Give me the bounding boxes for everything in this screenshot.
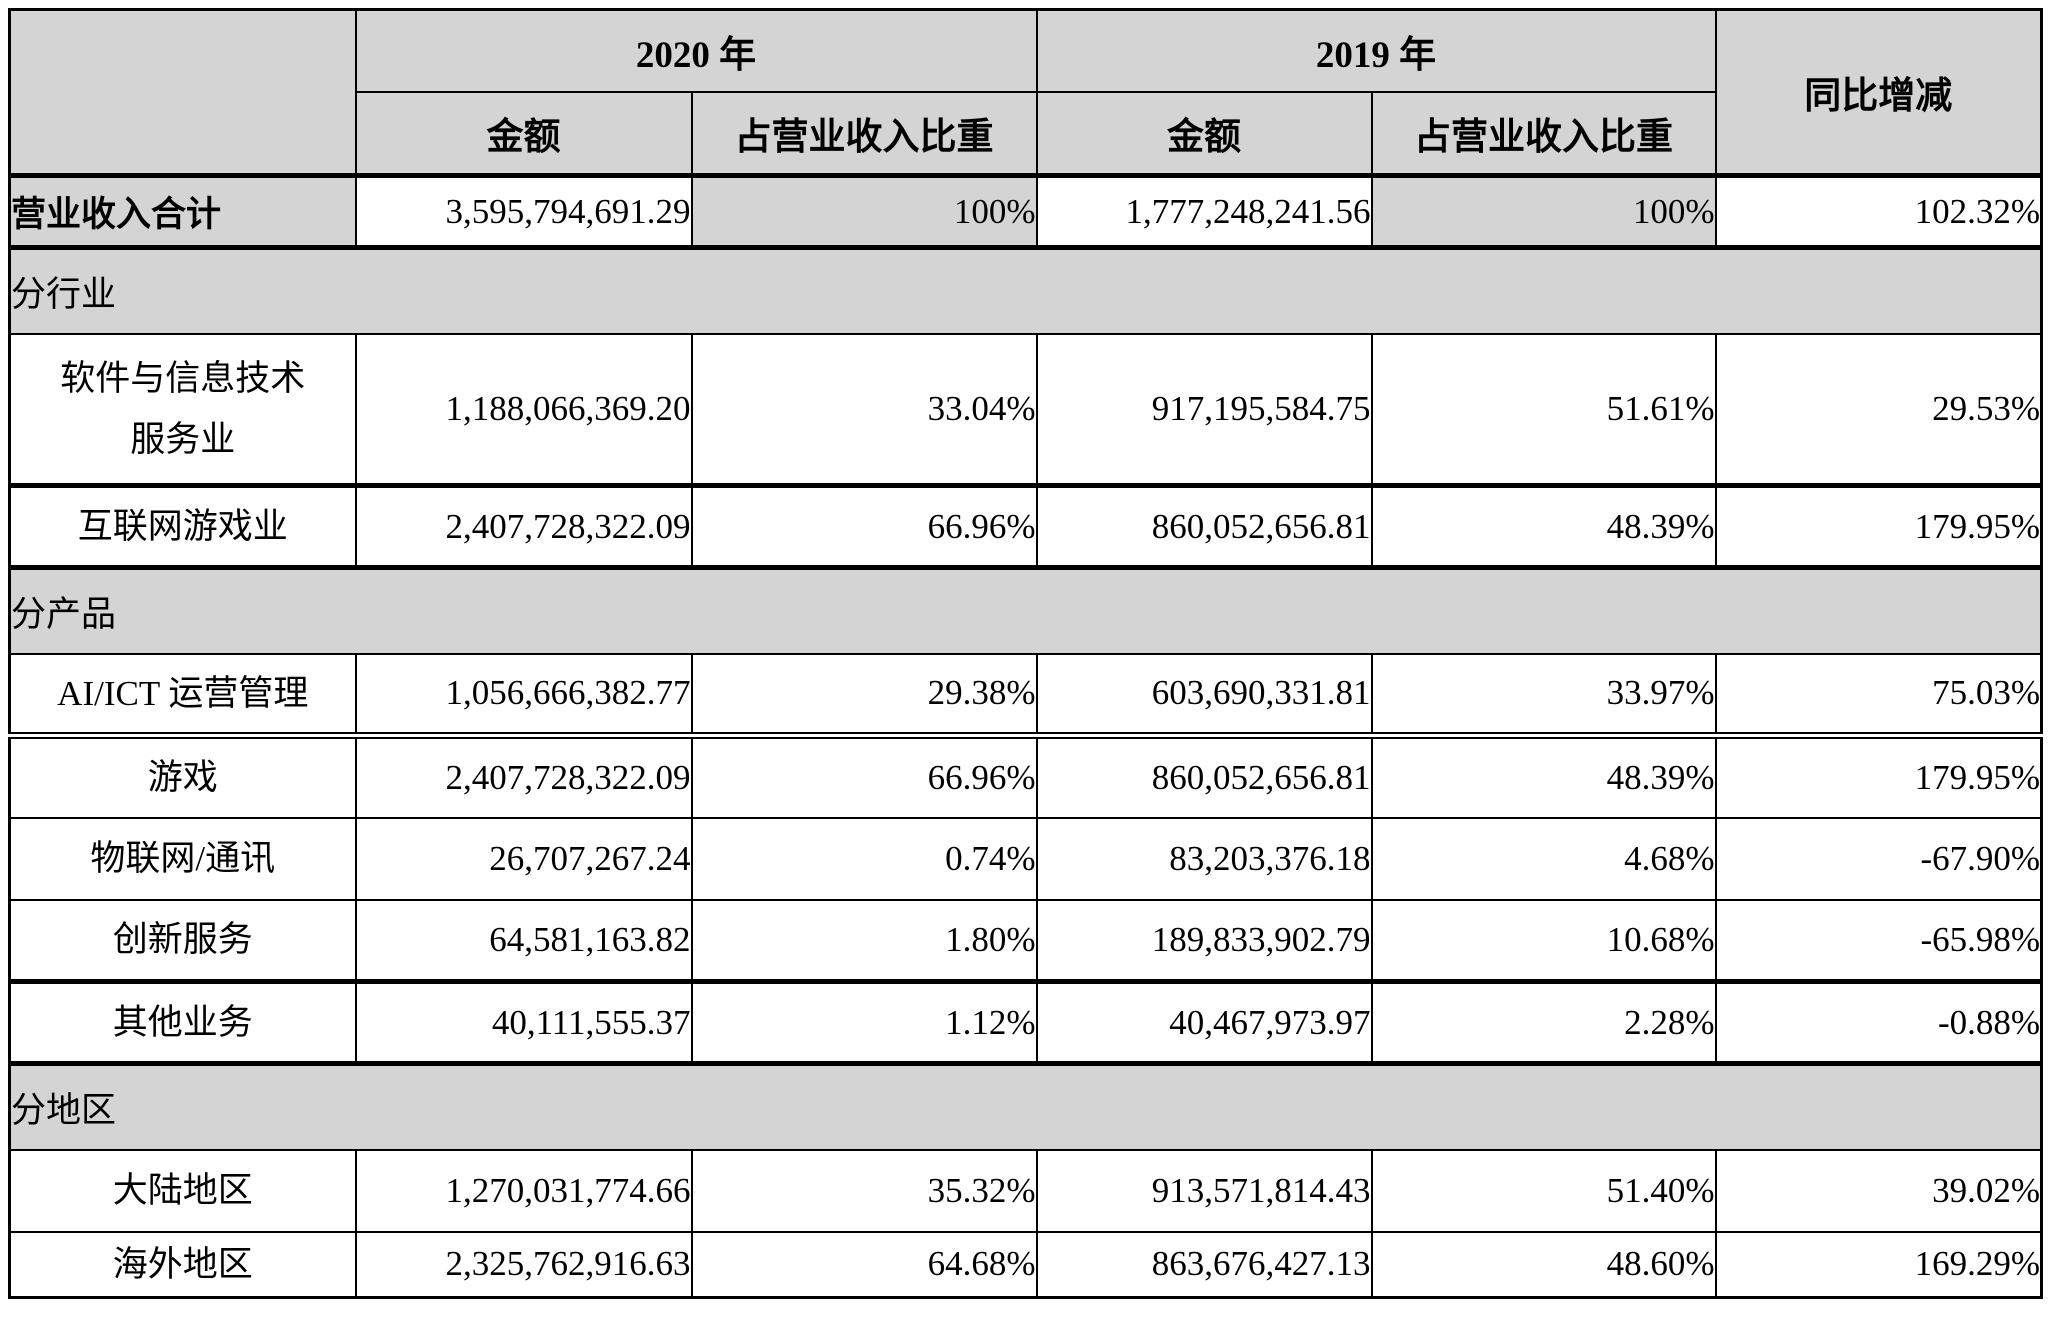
col-header-share-2020: 占营业收入比重 (690, 90, 1038, 177)
cell-yoy: 169.29% (1714, 1230, 2043, 1299)
table-row-total: 营业收入合计 3,595,794,691.29 100% 1,777,248,2… (8, 173, 2043, 249)
row-label: AI/ICT 运营管理 (8, 652, 357, 737)
section-label: 分行业 (8, 245, 2043, 335)
row-label: 大陆地区 (8, 1148, 357, 1233)
table-row-ai-ict: AI/ICT 运营管理 1,056,666,382.77 29.38% 603,… (8, 652, 2043, 737)
cell-amount-2020: 1,270,031,774.66 (354, 1148, 693, 1233)
row-label: 其他业务 (8, 979, 357, 1065)
section-label: 分产品 (8, 565, 2043, 655)
cell-amount-2019: 913,571,814.43 (1035, 1148, 1373, 1233)
row-label: 物联网/通讯 (8, 816, 357, 901)
col-header-amount-2019: 金额 (1035, 90, 1373, 177)
cell-share-2020: 64.68% (690, 1230, 1038, 1299)
cell-amount-2020: 64,581,163.82 (354, 898, 693, 983)
header-row-years: 2020 年 2019 年 同比增减 (8, 8, 2043, 177)
cell-yoy: 29.53% (1714, 332, 2043, 487)
cell-amount-2019: 860,052,656.81 (1035, 483, 1373, 569)
table-row-iot-telecom: 物联网/通讯 26,707,267.24 0.74% 83,203,376.18… (8, 816, 2043, 901)
cell-share-2019: 33.97% (1370, 652, 1717, 737)
cell-share-2020: 1.12% (690, 979, 1038, 1065)
cell-share-2020: 66.96% (690, 483, 1038, 569)
cell-amount-2020: 2,407,728,322.09 (354, 732, 693, 819)
cell-share-2019: 48.39% (1370, 732, 1717, 819)
cell-amount-2019: 863,676,427.13 (1035, 1230, 1373, 1299)
cell-amount-2019: 860,052,656.81 (1035, 732, 1373, 819)
cell-yoy: 102.32% (1714, 173, 2043, 249)
cell-yoy: 179.95% (1714, 732, 2043, 819)
cell-amount-2020: 2,407,728,322.09 (354, 483, 693, 569)
cell-amount-2020: 26,707,267.24 (354, 816, 693, 901)
header-row-measures: 金额 占营业收入比重 金额 占营业收入比重 (10, 90, 2042, 177)
cell-share-2019: 100% (1370, 173, 1717, 249)
cell-amount-2019: 603,690,331.81 (1035, 652, 1373, 737)
row-label: 创新服务 (8, 898, 357, 983)
cell-share-2020: 35.32% (690, 1148, 1038, 1233)
section-row-industry: 分行业 (8, 245, 2043, 335)
col-header-share-2019: 占营业收入比重 (1370, 90, 1717, 177)
cell-amount-2020: 1,056,666,382.77 (354, 652, 693, 737)
section-label: 分地区 (8, 1061, 2043, 1151)
cell-share-2020: 33.04% (690, 332, 1038, 487)
section-row-product: 分产品 (8, 565, 2043, 655)
cell-share-2020: 66.96% (690, 732, 1038, 819)
cell-share-2020: 29.38% (690, 652, 1038, 737)
cell-amount-2019: 1,777,248,241.56 (1035, 173, 1373, 249)
cell-amount-2019: 917,195,584.75 (1035, 332, 1373, 487)
revenue-breakdown-table: 2020 年 2019 年 同比增减 金额 占营业收入比重 金额 占营业收入比重… (8, 8, 2043, 1299)
col-header-amount-2020: 金额 (354, 90, 693, 177)
cell-share-2019: 48.60% (1370, 1230, 1717, 1299)
cell-amount-2019: 189,833,902.79 (1035, 898, 1373, 983)
table-row-other-business: 其他业务 40,111,555.37 1.12% 40,467,973.97 2… (8, 979, 2043, 1065)
cell-yoy: 39.02% (1714, 1148, 2043, 1233)
cell-share-2020: 0.74% (690, 816, 1038, 901)
cell-amount-2020: 1,188,066,369.20 (354, 332, 693, 487)
section-row-region: 分地区 (8, 1061, 2043, 1151)
cell-yoy: -0.88% (1714, 979, 2043, 1065)
table-row-internet-games: 互联网游戏业 2,407,728,322.09 66.96% 860,052,6… (8, 483, 2043, 569)
cell-yoy: -65.98% (1714, 898, 2043, 983)
cell-share-2019: 51.40% (1370, 1148, 1717, 1233)
cell-amount-2020: 40,111,555.37 (354, 979, 693, 1065)
cell-amount-2019: 83,203,376.18 (1035, 816, 1373, 901)
row-label: 海外地区 (8, 1230, 357, 1299)
table-row-software: 软件与信息技术 服务业 1,188,066,369.20 33.04% 917,… (8, 332, 2043, 487)
cell-share-2020: 100% (690, 173, 1038, 249)
cell-share-2019: 10.68% (1370, 898, 1717, 983)
col-header-year-2019: 2019 年 (1035, 8, 1717, 93)
table-row-innovation-services: 创新服务 64,581,163.82 1.80% 189,833,902.79 … (8, 898, 2043, 983)
row-label: 软件与信息技术 服务业 (8, 332, 357, 487)
cell-amount-2020: 2,325,762,916.63 (354, 1230, 693, 1299)
cell-share-2019: 48.39% (1370, 483, 1717, 569)
row-label: 互联网游戏业 (8, 483, 357, 569)
table-row-mainland: 大陆地区 1,270,031,774.66 35.32% 913,571,814… (8, 1148, 2043, 1233)
cell-share-2019: 2.28% (1370, 979, 1717, 1065)
cell-yoy: 75.03% (1714, 652, 2043, 737)
header-corner-cell (8, 8, 357, 177)
cell-amount-2019: 40,467,973.97 (1035, 979, 1373, 1065)
cell-share-2020: 1.80% (690, 898, 1038, 983)
cell-yoy: 179.95% (1714, 483, 2043, 569)
table-row-overseas: 海外地区 2,325,762,916.63 64.68% 863,676,427… (8, 1230, 2043, 1299)
table-row-games: 游戏 2,407,728,322.09 66.96% 860,052,656.8… (8, 732, 2043, 819)
cell-yoy: -67.90% (1714, 816, 2043, 901)
col-header-yoy-change: 同比增减 (1714, 8, 2043, 177)
cell-share-2019: 51.61% (1370, 332, 1717, 487)
col-header-year-2020: 2020 年 (354, 8, 1038, 93)
row-label-total: 营业收入合计 (8, 173, 357, 249)
row-label: 游戏 (8, 732, 357, 819)
cell-amount-2020: 3,595,794,691.29 (354, 173, 693, 249)
cell-share-2019: 4.68% (1370, 816, 1717, 901)
